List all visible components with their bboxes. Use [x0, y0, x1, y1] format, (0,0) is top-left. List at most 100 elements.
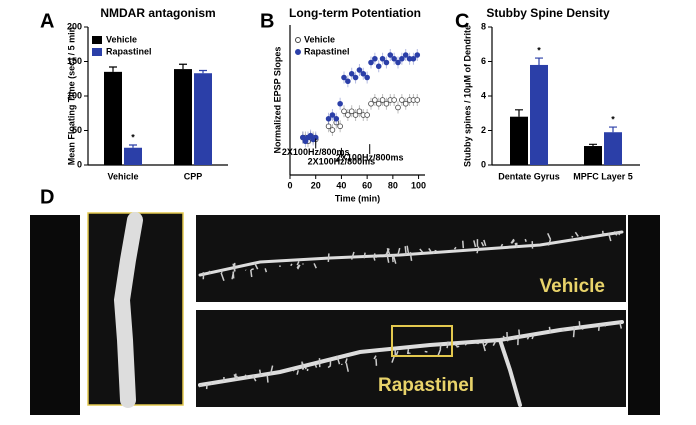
spine — [428, 248, 432, 252]
x-tick-label: 0 — [287, 180, 292, 190]
point — [375, 63, 382, 70]
bar — [530, 64, 548, 165]
y-axis-label: Normalized EPSP Slopes — [272, 47, 282, 154]
point — [395, 104, 401, 111]
point — [368, 100, 374, 107]
spine — [296, 370, 299, 375]
dendrite — [198, 230, 624, 277]
spine — [220, 272, 225, 282]
spine — [244, 374, 249, 379]
significance-mark: * — [131, 132, 135, 142]
point — [402, 52, 409, 58]
spine — [290, 368, 295, 372]
spine — [484, 341, 489, 347]
spine — [327, 253, 330, 262]
point — [345, 112, 351, 118]
spine — [406, 245, 410, 254]
point — [364, 74, 370, 81]
y-tick-label: 150 — [67, 56, 82, 66]
spine — [391, 355, 396, 363]
spine — [480, 241, 485, 247]
spine — [297, 264, 301, 270]
y-tick-label: 0 — [77, 159, 82, 169]
point — [375, 100, 382, 107]
spine — [373, 257, 376, 261]
chart-title: Stubby Spine Density — [486, 6, 610, 20]
spine — [547, 233, 552, 240]
spine — [210, 382, 213, 385]
point — [391, 55, 397, 62]
spine — [574, 231, 579, 237]
annotation: 2X100Hz/800ms — [282, 147, 350, 157]
spine — [392, 255, 397, 264]
annotation: 2X100Hz/800ms — [336, 153, 404, 163]
point — [325, 115, 332, 122]
spine — [231, 271, 235, 280]
point — [307, 132, 314, 139]
dendrite — [113, 212, 143, 408]
spine — [572, 325, 576, 330]
error-bar — [609, 126, 617, 133]
error-bar — [515, 109, 523, 117]
x-tick-label: MPFC Layer 5 — [573, 171, 633, 181]
spine — [253, 262, 259, 270]
point — [337, 100, 343, 107]
bar — [510, 116, 528, 165]
bar — [604, 132, 622, 165]
legend-marker — [295, 49, 301, 55]
error-bar — [179, 63, 187, 70]
spine — [518, 329, 521, 338]
spine — [526, 335, 530, 340]
spine — [251, 374, 255, 378]
point — [337, 123, 343, 130]
zoom-box — [391, 325, 453, 357]
spine — [571, 235, 574, 238]
panel-letter: A — [40, 10, 54, 32]
spine — [258, 369, 262, 377]
spine — [615, 231, 619, 236]
error-bar — [589, 143, 597, 147]
spine — [419, 248, 424, 253]
point — [356, 67, 363, 73]
point — [399, 97, 405, 103]
spine — [250, 268, 254, 271]
spine — [313, 263, 317, 269]
legend-swatch — [92, 48, 102, 56]
bar — [124, 147, 142, 165]
point — [352, 74, 359, 81]
spine — [344, 358, 348, 364]
spine — [395, 350, 399, 356]
spine — [613, 230, 617, 234]
spine — [409, 253, 413, 261]
point — [329, 112, 336, 118]
spine — [453, 246, 457, 250]
spine — [385, 248, 390, 257]
x-tick-label: 100 — [411, 180, 426, 190]
point — [364, 112, 370, 118]
x-axis-label: Time (min) — [335, 193, 380, 203]
point — [356, 108, 363, 115]
spine — [397, 247, 401, 256]
spine — [439, 343, 442, 350]
spine — [597, 324, 601, 328]
legend-label: Rapastinel — [304, 46, 350, 56]
point — [345, 78, 351, 85]
point — [399, 55, 405, 62]
spine — [607, 233, 612, 242]
point — [414, 52, 421, 58]
y-tick-label: 0 — [481, 159, 486, 169]
spine — [345, 362, 349, 372]
spine — [202, 272, 205, 275]
bar — [174, 69, 192, 165]
point — [372, 97, 378, 103]
spine — [524, 238, 527, 243]
y-axis-label: Mean Floating Time (sec) / 5 min — [66, 27, 76, 165]
spine — [269, 365, 274, 375]
spine — [232, 263, 236, 272]
legend-swatch — [92, 36, 102, 44]
spine — [404, 246, 407, 255]
spine — [234, 376, 239, 380]
point — [395, 59, 401, 66]
bar — [104, 71, 122, 165]
spine — [432, 250, 435, 255]
